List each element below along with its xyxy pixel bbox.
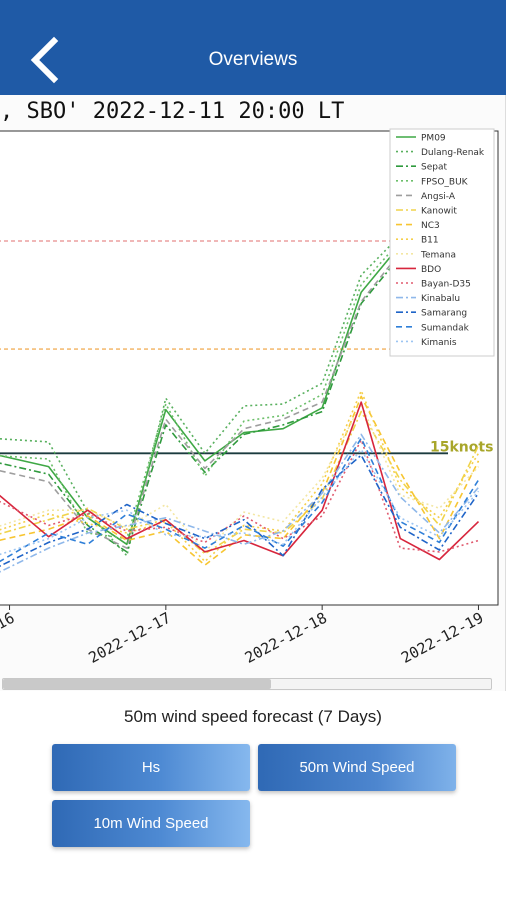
series-line-samarang (0, 454, 480, 567)
legend-entry: Dulang-Renak (421, 148, 485, 158)
series-line-bayan-d35 (0, 439, 479, 553)
series-line-nc3 (0, 395, 480, 567)
threshold-label: 15knots (430, 439, 493, 455)
legend-entry: Kinabalu (421, 294, 460, 304)
scrollbar-thumb[interactable] (3, 679, 272, 689)
series-line-b11 (0, 389, 480, 563)
horizontal-scrollbar[interactable] (2, 678, 492, 690)
legend-entry: Bayan-D35 (421, 280, 471, 290)
legend-entry: Kanowit (421, 207, 457, 217)
chart-caption: 50m wind speed forecast (7 Days) (124, 707, 382, 726)
x-tick-label: 2022-12-16 (0, 609, 17, 667)
wind-50m-button[interactable]: 50m Wind Speed (258, 744, 456, 791)
legend-entry: Angsi-A (421, 192, 456, 202)
wind-10m-button[interactable]: 10m Wind Speed (52, 800, 250, 847)
legend-entry: BDO (421, 265, 441, 275)
x-tick-label: 2022-12-18 (242, 609, 330, 667)
series-line-kinabalu (0, 433, 480, 573)
app-header: Overviews (0, 0, 506, 95)
x-tick-label: 2022-12-19 (398, 609, 486, 667)
legend-entry: FPSO_BUK (421, 177, 469, 187)
hs-button[interactable]: Hs (52, 744, 250, 791)
legend-entry: Sumandak (421, 323, 470, 333)
x-tick-label: 2022-12-17 (86, 609, 174, 667)
wind-speed-chart: 15knots 2022-12-16 2022-12-17 2022-12-18 202… (0, 128, 499, 667)
series-line-kimanis (0, 448, 480, 556)
chevron-left-icon[interactable] (26, 36, 66, 84)
page-title: Overviews (208, 49, 298, 70)
legend-entry: Temana (420, 250, 456, 260)
chart-panel[interactable]: 15knots 2022-12-16 2022-12-17 2022-12-18 202… (0, 95, 506, 691)
legend-entry: Sepat (421, 163, 447, 173)
legend-entry: Samarang (421, 309, 467, 319)
legend-entry: B11 (421, 236, 439, 246)
chart-title: , SBO' 2022-12-11 20:00 LT (0, 99, 345, 124)
series-line-kanowit (0, 410, 480, 555)
legend-entry: Kimanis (421, 338, 457, 348)
legend-entry: PM09 (421, 134, 446, 144)
series-line-bdo (0, 401, 480, 561)
legend-entry: NC3 (421, 221, 440, 231)
